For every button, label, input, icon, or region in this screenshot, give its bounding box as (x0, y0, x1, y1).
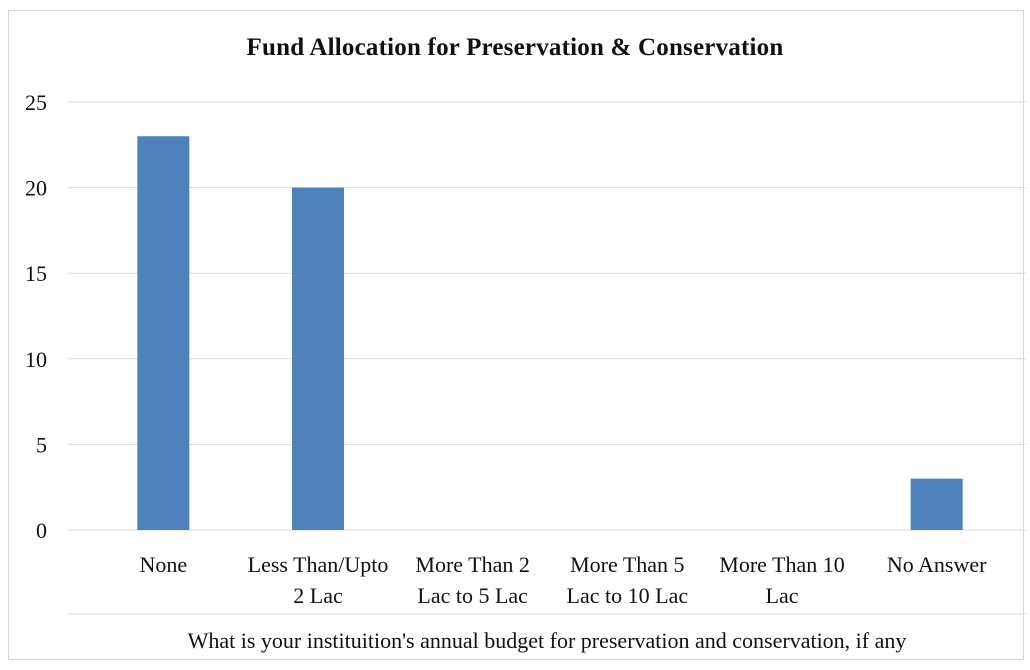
x-axis-categories: None Less Than/Upto 2 Lac More Than 2 Lac to… (140, 552, 988, 608)
x-category-label-line: Less Than/Upto (248, 552, 389, 577)
y-tick-label-15: 15 (25, 261, 47, 286)
bar-1 (292, 187, 344, 530)
gridlines (68, 101, 1026, 531)
x-category-label-line: None (140, 552, 188, 577)
x-category-label-2: More Than 2 Lac to 5 Lac (415, 552, 529, 608)
x-category-label-0: None (140, 552, 188, 577)
x-category-label-line: Lac (766, 583, 799, 608)
x-category-label-3: More Than 5 Lac to 10 Lac (567, 552, 689, 608)
x-category-label-line: No Answer (887, 552, 987, 577)
y-tick-label-25: 25 (25, 90, 47, 115)
x-category-label-line: More Than 5 (570, 552, 684, 577)
x-axis-title: What is your instituition's annual budge… (188, 628, 907, 653)
y-tick-label-20: 20 (25, 176, 47, 201)
x-category-label-5: No Answer (887, 552, 987, 577)
bar-0 (137, 136, 190, 531)
bar-5 (910, 478, 963, 530)
chart-title: Fund Allocation for Preservation & Conse… (246, 34, 784, 61)
bars (137, 136, 963, 531)
x-category-label-line: More Than 10 (719, 552, 844, 577)
x-category-label-line: 2 Lac (293, 583, 343, 608)
x-category-label-4: More Than 10 Lac (719, 552, 844, 608)
y-tick-label-5: 5 (36, 432, 47, 457)
x-category-label-line: Lac to 10 Lac (567, 583, 689, 608)
x-category-label-1: Less Than/Upto 2 Lac (248, 552, 389, 608)
x-category-label-line: More Than 2 (415, 552, 529, 577)
y-axis-ticks: 0 5 10 15 20 25 (25, 90, 47, 543)
y-tick-label-0: 0 (36, 518, 47, 543)
x-category-label-line: Lac to 5 Lac (417, 583, 528, 608)
y-tick-label-10: 10 (25, 347, 47, 372)
